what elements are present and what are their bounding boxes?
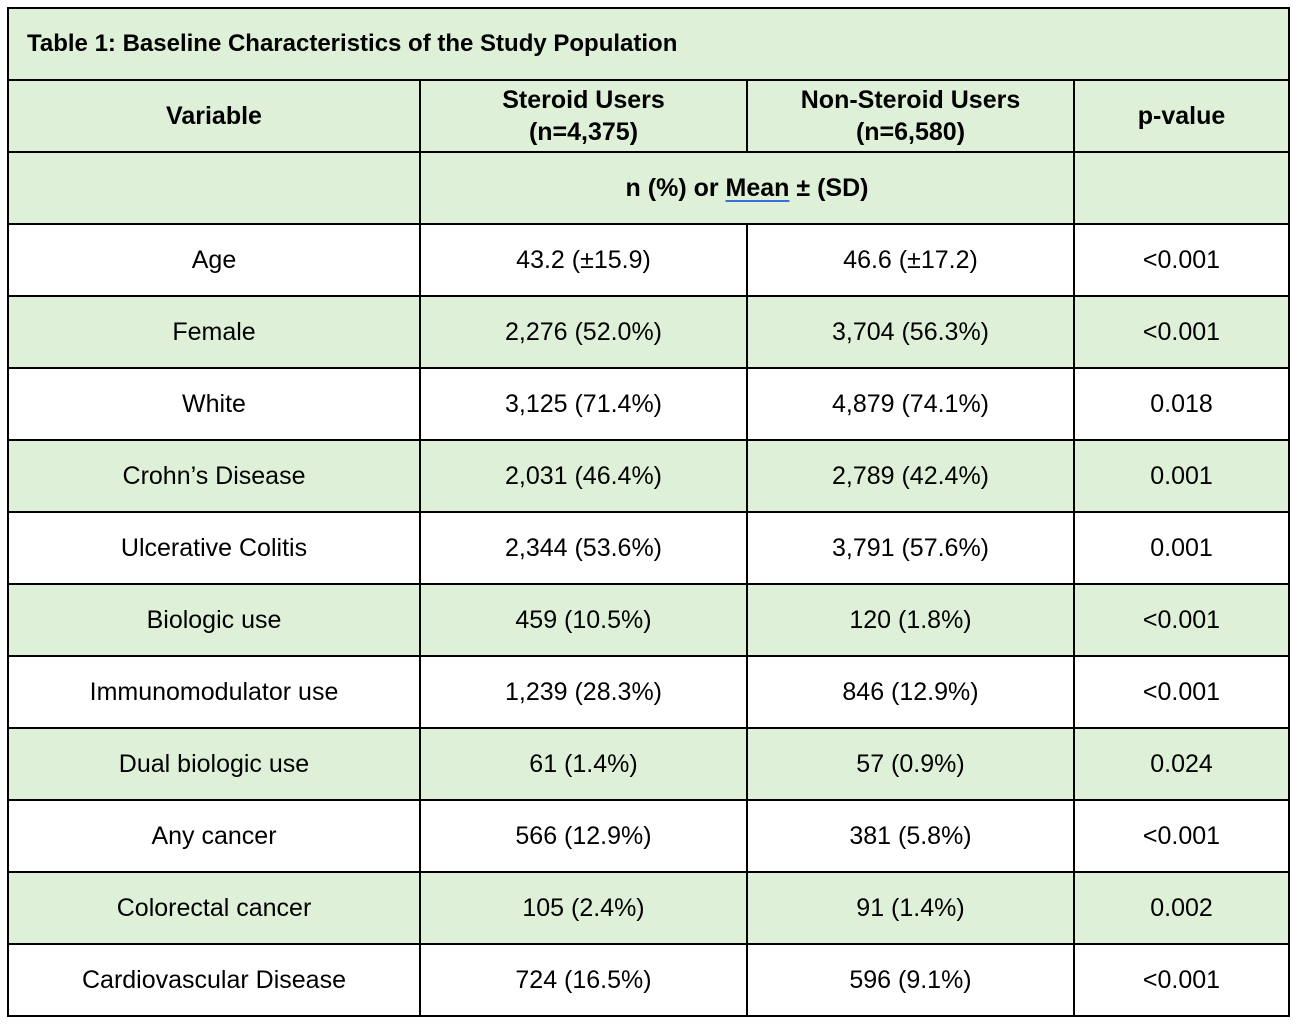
cell-variable: Colorectal cancer xyxy=(7,871,421,945)
cell-nonsteroid: 91 (1.4%) xyxy=(746,871,1075,945)
header-nonsteroid-label: Non-Steroid Users xyxy=(800,86,1021,114)
table-row: Dual biologic use 61 (1.4%) 57 (0.9%) 0.… xyxy=(7,727,1290,801)
cell-pvalue: <0.001 xyxy=(1073,655,1290,729)
subheader-suffix: ± (SD) xyxy=(789,173,869,202)
table-row: Female 2,276 (52.0%) 3,704 (56.3%) <0.00… xyxy=(7,295,1290,369)
cell-steroid: 724 (16.5%) xyxy=(419,943,748,1017)
subheader-row: n (%) or Mean ± (SD) xyxy=(7,151,1290,225)
table-row: Cardiovascular Disease 724 (16.5%) 596 (… xyxy=(7,943,1290,1017)
cell-nonsteroid: 2,789 (42.4%) xyxy=(746,439,1075,513)
header-steroid-label: Steroid Users xyxy=(502,86,665,114)
cell-pvalue: <0.001 xyxy=(1073,799,1290,873)
table-row: Ulcerative Colitis 2,344 (53.6%) 3,791 (… xyxy=(7,511,1290,585)
header-steroid-n: (n=4,375) xyxy=(528,118,639,146)
cell-pvalue: <0.001 xyxy=(1073,943,1290,1017)
cell-pvalue: 0.024 xyxy=(1073,727,1290,801)
cell-nonsteroid: 846 (12.9%) xyxy=(746,655,1075,729)
cell-nonsteroid: 596 (9.1%) xyxy=(746,943,1075,1017)
cell-variable: White xyxy=(7,367,421,441)
cell-nonsteroid: 120 (1.8%) xyxy=(746,583,1075,657)
cell-nonsteroid: 4,879 (74.1%) xyxy=(746,367,1075,441)
table-row: Crohn’s Disease 2,031 (46.4%) 2,789 (42.… xyxy=(7,439,1290,513)
baseline-table-container: Table 1: Baseline Characteristics of the… xyxy=(7,7,1290,1017)
cell-variable: Age xyxy=(7,223,421,297)
cell-variable: Crohn’s Disease xyxy=(7,439,421,513)
cell-variable: Dual biologic use xyxy=(7,727,421,801)
cell-steroid: 2,276 (52.0%) xyxy=(419,295,748,369)
table-row: White 3,125 (71.4%) 4,879 (74.1%) 0.018 xyxy=(7,367,1290,441)
cell-pvalue: 0.002 xyxy=(1073,871,1290,945)
table-row: Any cancer 566 (12.9%) 381 (5.8%) <0.001 xyxy=(7,799,1290,873)
cell-pvalue: 0.001 xyxy=(1073,439,1290,513)
cell-pvalue: 0.001 xyxy=(1073,511,1290,585)
header-pvalue: p-value xyxy=(1073,79,1290,153)
cell-nonsteroid: 381 (5.8%) xyxy=(746,799,1075,873)
subheader-stat-label: n (%) or Mean ± (SD) xyxy=(419,151,1075,225)
table-row: Colorectal cancer 105 (2.4%) 91 (1.4%) 0… xyxy=(7,871,1290,945)
header-steroid-users: Steroid Users (n=4,375) xyxy=(419,79,748,153)
cell-variable: Female xyxy=(7,295,421,369)
cell-steroid: 566 (12.9%) xyxy=(419,799,748,873)
cell-nonsteroid: 57 (0.9%) xyxy=(746,727,1075,801)
table-row: Immunomodulator use 1,239 (28.3%) 846 (1… xyxy=(7,655,1290,729)
cell-variable: Immunomodulator use xyxy=(7,655,421,729)
cell-nonsteroid: 3,704 (56.3%) xyxy=(746,295,1075,369)
header-nonsteroid-n: (n=6,580) xyxy=(855,118,966,146)
header-variable: Variable xyxy=(7,79,421,153)
cell-steroid: 459 (10.5%) xyxy=(419,583,748,657)
cell-nonsteroid: 3,791 (57.6%) xyxy=(746,511,1075,585)
cell-steroid: 2,344 (53.6%) xyxy=(419,511,748,585)
cell-variable: Cardiovascular Disease xyxy=(7,943,421,1017)
header-row: Variable Steroid Users (n=4,375) Non-Ste… xyxy=(7,79,1290,153)
cell-steroid: 43.2 (±15.9) xyxy=(419,223,748,297)
cell-steroid: 2,031 (46.4%) xyxy=(419,439,748,513)
cell-steroid: 3,125 (71.4%) xyxy=(419,367,748,441)
table-row: Age 43.2 (±15.9) 46.6 (±17.2) <0.001 xyxy=(7,223,1290,297)
cell-variable: Ulcerative Colitis xyxy=(7,511,421,585)
cell-steroid: 61 (1.4%) xyxy=(419,727,748,801)
subheader-blank-left xyxy=(7,151,421,225)
cell-steroid: 105 (2.4%) xyxy=(419,871,748,945)
cell-pvalue: 0.018 xyxy=(1073,367,1290,441)
table-caption: Table 1: Baseline Characteristics of the… xyxy=(7,7,1290,81)
baseline-characteristics-table: Table 1: Baseline Characteristics of the… xyxy=(7,7,1290,1017)
cell-variable: Biologic use xyxy=(7,583,421,657)
cell-variable: Any cancer xyxy=(7,799,421,873)
cell-steroid: 1,239 (28.3%) xyxy=(419,655,748,729)
cell-pvalue: <0.001 xyxy=(1073,223,1290,297)
header-nonsteroid-users: Non-Steroid Users (n=6,580) xyxy=(746,79,1075,153)
cell-nonsteroid: 46.6 (±17.2) xyxy=(746,223,1075,297)
table-row: Biologic use 459 (10.5%) 120 (1.8%) <0.0… xyxy=(7,583,1290,657)
cell-pvalue: <0.001 xyxy=(1073,583,1290,657)
cell-pvalue: <0.001 xyxy=(1073,295,1290,369)
subheader-prefix: n (%) or xyxy=(625,173,726,202)
subheader-blank-right xyxy=(1073,151,1290,225)
subheader-mean: Mean xyxy=(725,173,790,202)
